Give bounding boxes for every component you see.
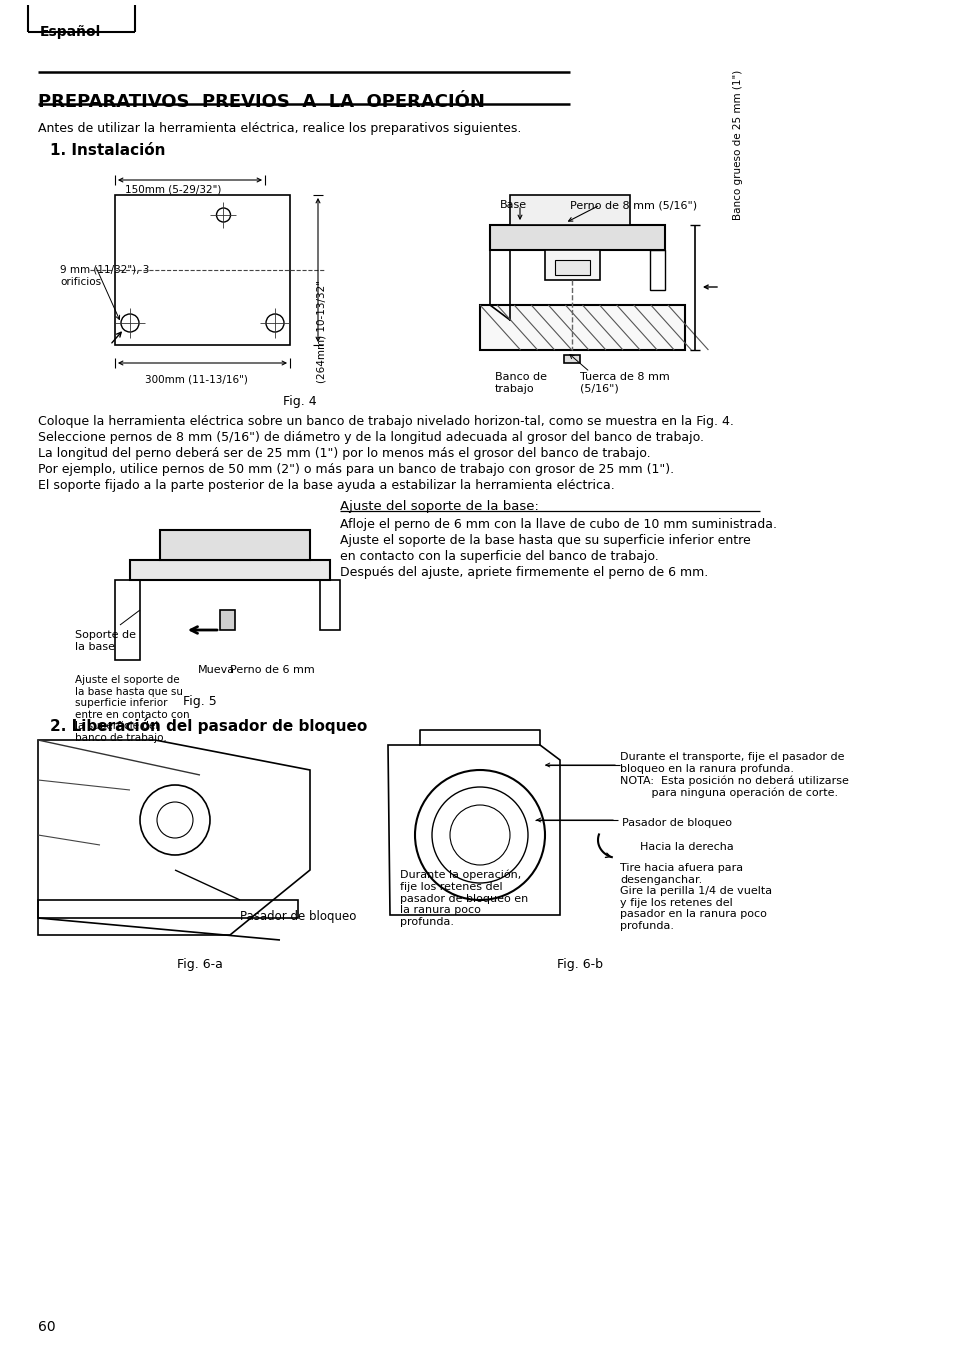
Text: Fig. 6-b: Fig. 6-b (557, 958, 602, 971)
Text: PREPARATIVOS  PREVIOS  A  LA  OPERACIÓN: PREPARATIVOS PREVIOS A LA OPERACIÓN (38, 93, 484, 111)
Text: Soporte de
la base: Soporte de la base (75, 630, 136, 651)
Text: 150mm (5-29/32"): 150mm (5-29/32") (125, 184, 221, 195)
Text: Ajuste el soporte de la base hasta que su superficie inferior entre: Ajuste el soporte de la base hasta que s… (339, 534, 750, 547)
Text: Hacia la derecha: Hacia la derecha (639, 842, 733, 852)
Text: Banco de
trabajo: Banco de trabajo (495, 372, 546, 393)
Bar (220, 611, 234, 630)
Text: (264mm) 10-13/32": (264mm) 10-13/32" (316, 280, 327, 382)
Text: Afloje el perno de 6 mm con la llave de cubo de 10 mm suministrada.: Afloje el perno de 6 mm con la llave de … (339, 517, 776, 531)
Text: Tuerca de 8 mm
(5/16"): Tuerca de 8 mm (5/16") (579, 372, 669, 393)
Text: Coloque la herramienta eléctrica sobre un banco de trabajo nivelado horizon-tal,: Coloque la herramienta eléctrica sobre u… (38, 415, 733, 428)
Text: Fig. 4: Fig. 4 (283, 394, 316, 408)
Bar (649, 250, 664, 290)
Bar (319, 580, 339, 630)
Text: Perno de 6 mm: Perno de 6 mm (230, 665, 314, 676)
Text: Antes de utilizar la herramienta eléctrica, realice los preparativos siguientes.: Antes de utilizar la herramienta eléctri… (38, 122, 521, 135)
Text: en contacto con la superficie del banco de trabajo.: en contacto con la superficie del banco … (339, 550, 659, 563)
Text: Fig. 6-a: Fig. 6-a (177, 958, 223, 971)
Text: Mueva: Mueva (198, 665, 234, 676)
Text: Perno de 8 mm (5/16"): Perno de 8 mm (5/16") (569, 200, 697, 209)
Text: Tire hacia afuera para
desenganchar.
Gire la perilla 1/4 de vuelta
y fije los re: Tire hacia afuera para desenganchar. Gir… (619, 863, 771, 931)
Text: Después del ajuste, apriete firmemente el perno de 6 mm.: Después del ajuste, apriete firmemente e… (339, 566, 707, 580)
Text: Seleccione pernos de 8 mm (5/16") de diámetro y de la longitud adecuada al groso: Seleccione pernos de 8 mm (5/16") de diá… (38, 431, 703, 444)
Bar (160, 530, 310, 561)
Text: 300mm (11-13/16"): 300mm (11-13/16") (145, 376, 248, 385)
Text: 9 mm (11/32"), 3
orificios: 9 mm (11/32"), 3 orificios (60, 265, 150, 286)
Text: 1. Instalación: 1. Instalación (50, 143, 165, 158)
Text: 60: 60 (38, 1320, 55, 1333)
Text: Pasador de bloqueo: Pasador de bloqueo (240, 911, 356, 923)
Text: Ajuste el soporte de
la base hasta que su
superficie inferior
entre en contacto : Ajuste el soporte de la base hasta que s… (75, 676, 190, 743)
Text: Ajuste del soporte de la base:: Ajuste del soporte de la base: (339, 500, 538, 513)
Bar (555, 259, 589, 276)
Bar (115, 195, 290, 345)
Text: Durante el transporte, fije el pasador de
bloqueo en la ranura profunda.
NOTA:  : Durante el transporte, fije el pasador d… (619, 753, 848, 798)
Text: Español: Español (40, 26, 101, 39)
Bar (38, 900, 297, 917)
Text: Pasador de bloqueo: Pasador de bloqueo (621, 817, 731, 828)
Bar (510, 195, 629, 226)
Text: Durante la operación,
fije los retenes del
pasador de bloqueo en
la ranura poco
: Durante la operación, fije los retenes d… (399, 870, 528, 927)
Text: Banco grueso de 25 mm (1"): Banco grueso de 25 mm (1") (732, 70, 742, 220)
Bar (544, 250, 599, 280)
Text: Base: Base (499, 200, 527, 209)
Text: Por ejemplo, utilice pernos de 50 mm (2") o más para un banco de trabajo con gro: Por ejemplo, utilice pernos de 50 mm (2"… (38, 463, 674, 476)
Bar (490, 226, 664, 250)
Text: La longitud del perno deberá ser de 25 mm (1") por lo menos más el grosor del ba: La longitud del perno deberá ser de 25 m… (38, 447, 650, 459)
Text: Fig. 5: Fig. 5 (183, 694, 216, 708)
Text: 2. Liberación del pasador de bloqueo: 2. Liberación del pasador de bloqueo (50, 717, 367, 734)
Text: El soporte fijado a la parte posterior de la base ayuda a estabilizar la herrami: El soporte fijado a la parte posterior d… (38, 480, 614, 492)
Bar (130, 561, 330, 580)
Bar (490, 250, 510, 305)
Bar (479, 305, 684, 350)
Bar (115, 580, 140, 661)
Bar (563, 355, 579, 363)
